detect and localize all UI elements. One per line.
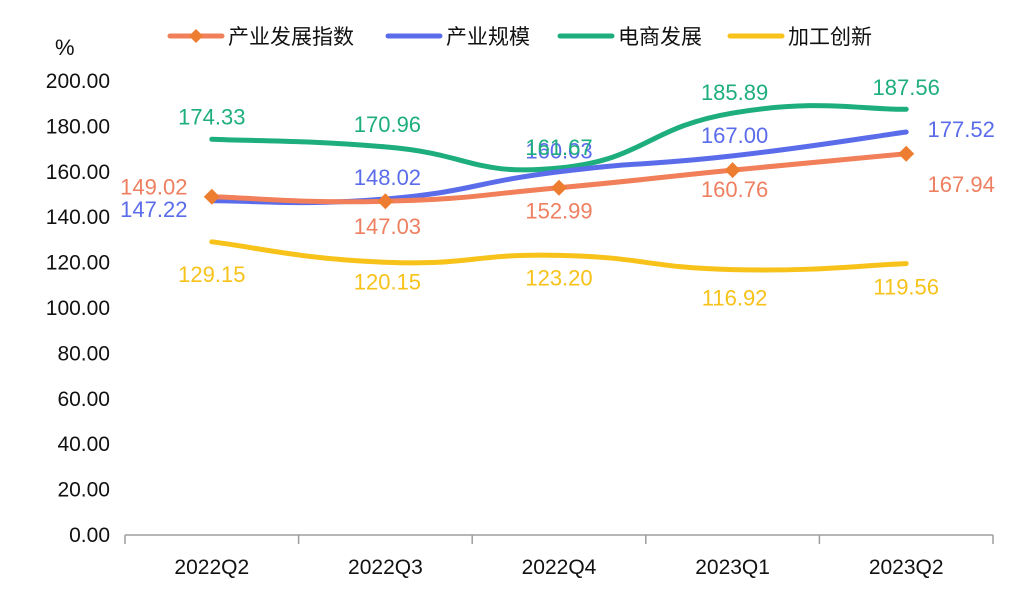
data-label: 170.96 [354, 112, 421, 137]
data-label: 185.89 [701, 80, 768, 105]
data-label: 129.15 [178, 262, 245, 287]
series-line-4 [209, 239, 909, 273]
y-tick-label: 0.00 [69, 524, 110, 547]
data-labels: 149.02 147.03 152.99 160.76 167.94 147.22 148.… [120, 75, 995, 310]
x-tick-label: 2022Q3 [348, 556, 423, 579]
data-label: 119.56 [873, 275, 939, 300]
y-axis: 0.00 20.00 40.00 60.00 80.00 100.00 120.00 140.… [46, 70, 110, 547]
data-label: 167.00 [701, 123, 768, 148]
y-tick-label: 20.00 [57, 479, 110, 502]
data-label: 147.22 [120, 197, 187, 222]
y-tick-label: 180.00 [46, 115, 110, 138]
data-label: 149.02 [120, 175, 187, 200]
x-tick-label: 2022Q2 [174, 556, 249, 579]
y-tick-label: 80.00 [57, 342, 110, 365]
x-axis: 2022Q2 2022Q3 2022Q4 2023Q1 2023Q2 [124, 534, 994, 579]
legend: 产业发展指数 产业规模 电商发展 加工创新 [167, 25, 872, 49]
data-label: 152.99 [525, 199, 592, 224]
y-tick-label: 140.00 [46, 206, 110, 229]
y-tick-label: 60.00 [57, 388, 110, 411]
y-tick-label: 200.00 [46, 70, 110, 93]
series-marker [551, 179, 567, 196]
data-label: 167.94 [928, 172, 995, 197]
series-marker [377, 193, 394, 210]
data-label: 160.03 [525, 139, 592, 164]
series-line-3 [209, 103, 909, 173]
data-label: 161.67 [525, 135, 592, 160]
legend-label: 产业规模 [446, 25, 530, 49]
series-lines [209, 103, 909, 273]
y-tick-label: 100.00 [46, 297, 110, 320]
series-marker [203, 188, 220, 205]
legend-label: 加工创新 [788, 25, 872, 49]
data-label: 174.33 [178, 104, 245, 129]
y-axis-unit: % [55, 35, 75, 60]
series-marker [724, 162, 741, 179]
data-label: 148.02 [354, 165, 421, 190]
data-label: 147.03 [354, 214, 421, 239]
data-label: 160.76 [701, 177, 768, 202]
data-label: 116.92 [702, 286, 768, 311]
legend-marker [189, 29, 203, 43]
y-tick-label: 160.00 [46, 161, 110, 184]
data-label: 123.20 [525, 265, 592, 290]
series-marker [898, 145, 915, 162]
y-tick-label: 40.00 [57, 433, 110, 456]
legend-label: 产业发展指数 [228, 25, 354, 49]
data-label: 187.56 [873, 75, 940, 100]
series-markers [203, 145, 915, 210]
y-tick-label: 120.00 [46, 252, 110, 275]
legend-label: 电商发展 [618, 25, 702, 49]
x-tick-label: 2022Q4 [522, 556, 597, 579]
x-tick-label: 2023Q2 [869, 556, 944, 579]
data-label: 120.15 [354, 269, 421, 294]
data-label: 177.52 [928, 117, 995, 142]
x-tick-label: 2023Q1 [695, 556, 770, 579]
